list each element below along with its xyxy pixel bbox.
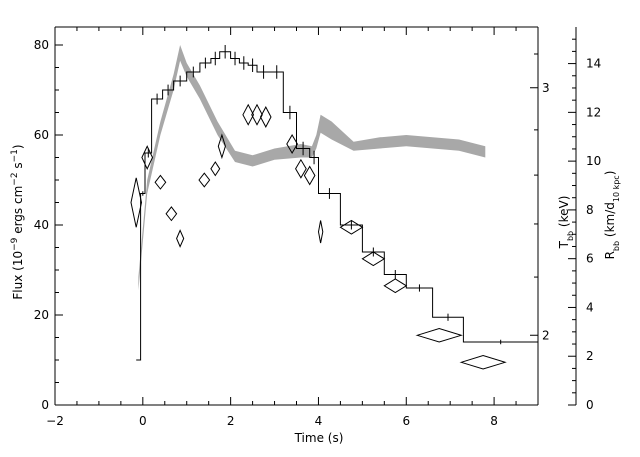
radius-diamond-marker xyxy=(459,354,507,370)
radius-tick-label: 14 xyxy=(586,57,601,71)
x-tick-label: 0 xyxy=(139,414,147,428)
radius-diamond-marker xyxy=(141,145,154,170)
flux-histogram-layer xyxy=(136,45,538,361)
kt-tick-label: 3 xyxy=(542,81,550,95)
plot-frame-layer xyxy=(54,26,539,406)
x-tick-label: 4 xyxy=(315,414,323,428)
x-tick-label: 2 xyxy=(227,414,235,428)
radius-diamond-marker xyxy=(242,103,255,126)
radius-diamond-marker xyxy=(165,206,178,222)
radius-diamond-marker xyxy=(339,219,364,235)
radius-diamond-marker xyxy=(286,134,298,154)
y-left-tick-label: 20 xyxy=(34,308,49,322)
radius-tick-label: 12 xyxy=(586,105,601,119)
radius-diamond-marker xyxy=(317,220,324,244)
radius-diamond-marker xyxy=(210,161,221,177)
x-tick-label: 6 xyxy=(402,414,410,428)
y-axis-kt-title: Tbb (keV) xyxy=(557,196,575,250)
radius-diamond-marker xyxy=(217,133,226,160)
model-band-layer xyxy=(138,45,486,291)
y-left-tick-label: 60 xyxy=(34,128,49,142)
radius-diamond-marker xyxy=(198,172,211,188)
x-tick-label: −2 xyxy=(46,414,64,428)
radius-diamond-marker xyxy=(251,103,263,126)
radius-diamond-marker xyxy=(154,174,167,190)
radius-diamond-marker xyxy=(303,165,316,186)
flux-histogram-line xyxy=(136,51,538,361)
radius-diamonds-layer xyxy=(130,103,507,370)
x-tick-label: 8 xyxy=(490,414,498,428)
radius-tick-label: 0 xyxy=(586,398,594,412)
radius-diamond-marker xyxy=(415,327,463,343)
radius-tick-label: 10 xyxy=(586,154,601,168)
y-left-tick-label: 40 xyxy=(34,218,49,232)
model-band xyxy=(138,45,486,291)
radius-tick-label: 2 xyxy=(586,349,594,363)
radius-tick-label: 4 xyxy=(586,300,594,314)
radius-diamond-marker xyxy=(383,278,408,294)
kt-tick-label: 2 xyxy=(542,328,550,342)
y-left-tick-label: 80 xyxy=(34,38,49,52)
radius-diamond-marker xyxy=(176,229,185,248)
radius-tick-label: 8 xyxy=(586,203,594,217)
radius-diamond-marker xyxy=(130,177,143,228)
y-left-tick-label: 0 xyxy=(41,398,49,412)
radius-tick-label: 6 xyxy=(586,252,594,266)
radius-diamond-marker xyxy=(259,106,272,128)
radius-diamond-marker xyxy=(361,251,386,267)
y-axis-radius-title: Rbb (km/d10 kpc) xyxy=(603,171,621,260)
y-axis-left-title: Flux (10−9 ergs cm−2 s−1) xyxy=(10,144,25,299)
x-axis-title: Time (s) xyxy=(294,431,344,445)
radius-diamond-marker xyxy=(295,158,307,179)
